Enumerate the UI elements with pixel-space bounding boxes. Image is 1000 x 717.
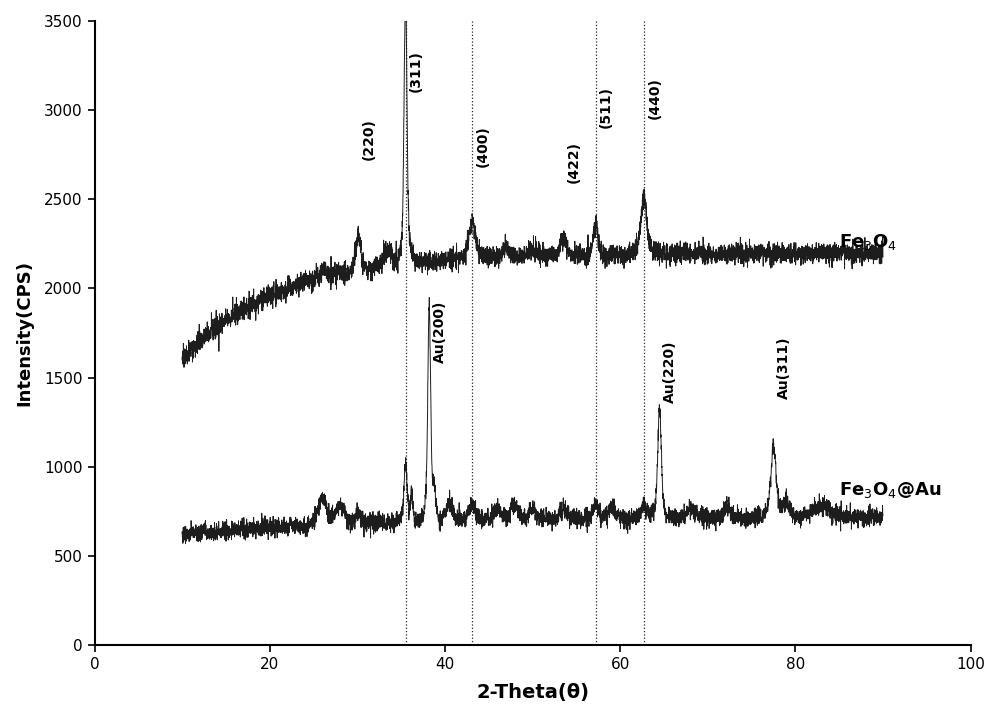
Text: (422): (422) [567,141,581,184]
Text: (511): (511) [599,86,613,128]
Text: (220): (220) [362,118,376,160]
Y-axis label: Intensity(CPS): Intensity(CPS) [15,260,33,406]
Text: Au(311): Au(311) [777,336,791,399]
Text: Au(220): Au(220) [663,340,677,402]
X-axis label: 2-Theta(θ): 2-Theta(θ) [476,683,589,702]
Text: Au(200): Au(200) [433,301,447,364]
Text: (311): (311) [409,50,423,92]
Text: Fe$_3$O$_4$@Au: Fe$_3$O$_4$@Au [839,480,942,500]
Text: (400): (400) [476,125,490,167]
Text: (440): (440) [647,77,661,119]
Text: Fe$_3$O$_4$: Fe$_3$O$_4$ [839,232,897,252]
